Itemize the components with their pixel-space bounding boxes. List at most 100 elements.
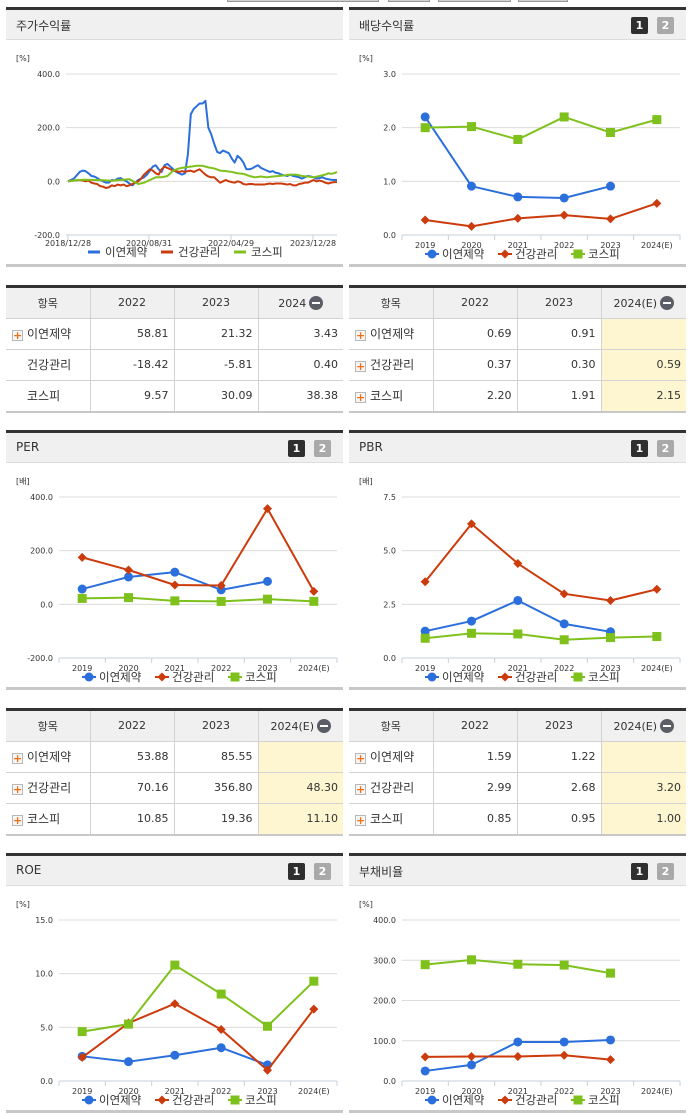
x-tick-label: 2021: [165, 1087, 185, 1096]
table-cell: 21.32: [174, 318, 259, 350]
expand-row-icon[interactable]: +: [355, 391, 366, 405]
legend-label: 코스피: [245, 1093, 277, 1107]
page-1-button[interactable]: 1: [288, 440, 305, 457]
data-point-diamond: [157, 1095, 167, 1105]
roe-chart-panel: ROE 1 2 [%] 15.0 10.0 5.0 0.0 2019 2020 2021 202…: [6, 853, 343, 1113]
tab-fragment[interactable]: [388, 0, 430, 2]
expand-row-icon[interactable]: +: [355, 360, 366, 373]
table-row: + 건강관리 2.99 2.68 3.20: [349, 772, 686, 804]
legend-label: 이연제약: [99, 670, 142, 684]
tab-fragment[interactable]: [227, 0, 379, 2]
x-tick-label: 2023/12/28: [290, 239, 336, 248]
page-2-button[interactable]: 2: [314, 440, 331, 457]
per-table: 항목 2022 2023 2024(E) + 이연제약 53.88 85.55 + 건강관리 70.…: [6, 711, 343, 834]
x-tick-label: 2020: [461, 1087, 481, 1096]
x-tick-label: 2022: [211, 664, 231, 673]
expand-row-icon[interactable]: +: [355, 783, 366, 796]
data-point-square: [467, 628, 476, 638]
data-point-circle: [77, 584, 87, 594]
data-point-diamond: [309, 1004, 319, 1014]
table-cell: [601, 318, 686, 350]
column-header-2022: 2022: [90, 288, 175, 319]
data-point-circle: [427, 1095, 437, 1105]
table-cell: 70.16: [90, 772, 175, 804]
table-cell: -5.81: [174, 349, 259, 381]
data-point-circle: [513, 1037, 523, 1047]
y-tick-label: 400.0: [37, 70, 60, 79]
table-cell: 1.59: [433, 741, 518, 773]
data-point-diamond: [606, 1055, 615, 1065]
panel-title: PBR: [359, 440, 383, 454]
y-unit-label: [%]: [16, 54, 30, 63]
x-tick-label: 2019: [72, 1087, 92, 1096]
y-tick-label: 2.0: [383, 124, 396, 133]
page-2-button[interactable]: 2: [657, 17, 674, 34]
legend-label: 코스피: [588, 1093, 620, 1107]
column-header-item: 항목: [6, 288, 91, 319]
page-1-button[interactable]: 1: [288, 863, 305, 880]
legend-label: 건강관리: [515, 1093, 557, 1107]
expand-row-icon[interactable]: +: [355, 752, 366, 765]
page-2-button[interactable]: 2: [314, 863, 331, 880]
table-cell: -18.42: [90, 349, 175, 381]
tab-fragment[interactable]: [438, 0, 511, 2]
table-cell: 0.69: [433, 318, 518, 350]
y-tick-label: 10.0: [35, 970, 53, 979]
table-cell: 3.43: [258, 318, 343, 350]
expand-row-icon[interactable]: +: [12, 814, 23, 828]
dividend-yield-table-panel: 항목 2022 2023 2024(E) + 이연제약 0.69 0.91 + 건강관리 0.37 0…: [349, 285, 686, 413]
data-point-diamond: [500, 249, 510, 259]
per-table-panel: 항목 2022 2023 2024(E) + 이연제약 53.88 85.55 + 건강관리 70.…: [6, 708, 343, 836]
legend-label: 이연제약: [99, 1093, 142, 1107]
y-tick-label: -200.0: [27, 654, 53, 663]
expand-row-icon[interactable]: +: [12, 329, 23, 342]
collapse-column-icon[interactable]: [317, 718, 332, 733]
expand-row-icon[interactable]: +: [355, 814, 366, 828]
collapse-column-icon[interactable]: [309, 295, 324, 310]
data-point-square: [230, 672, 240, 682]
page-1-button[interactable]: 1: [631, 440, 648, 457]
data-point-square: [559, 112, 569, 122]
data-point-diamond: [559, 210, 569, 220]
x-tick-label: 2024(E): [641, 664, 673, 673]
table-cell: 0.95: [517, 803, 602, 834]
collapse-column-icon[interactable]: [660, 295, 675, 310]
legend-label: 코스피: [245, 670, 277, 684]
expand-row-icon[interactable]: +: [12, 783, 23, 796]
column-header-2022: 2022: [433, 711, 518, 742]
tab-fragment[interactable]: [518, 0, 568, 2]
data-point-diamond: [309, 586, 319, 596]
data-point-square: [216, 596, 226, 606]
expand-row-icon[interactable]: +: [355, 329, 366, 342]
y-tick-label: 0.0: [40, 600, 53, 609]
series-line: [67, 99, 337, 187]
table-row: + 이연제약 58.81 21.32 3.43: [6, 318, 343, 350]
pbr-table: 항목 2022 2023 2024(E) + 이연제약 1.59 1.22 + 건강관리 2.99 2…: [349, 711, 686, 834]
row-label: + 건강관리: [349, 349, 434, 381]
legend-label: 이연제약: [105, 245, 148, 259]
page-1-button[interactable]: 1: [631, 863, 648, 880]
data-point-diamond: [263, 1065, 272, 1075]
data-point-square: [467, 122, 476, 132]
collapse-column-icon[interactable]: [660, 718, 675, 733]
table-cell: 1.91: [517, 380, 602, 411]
table-cell: 0.91: [517, 318, 602, 350]
legend-label: 건강관리: [515, 670, 557, 684]
data-point-square: [263, 1021, 272, 1031]
page-1-button[interactable]: 1: [631, 17, 648, 34]
column-header-2023: 2023: [517, 711, 602, 742]
row-label: + 건강관리: [6, 772, 91, 804]
data-point-diamond: [77, 1052, 87, 1062]
column-header-2023: 2023: [174, 288, 259, 319]
x-tick-label: 2020: [118, 1087, 138, 1096]
x-tick-label: 2022/04/29: [208, 239, 254, 248]
table-cell: 0.59: [601, 349, 686, 381]
table-cell: [601, 741, 686, 773]
x-tick-label: 2020: [118, 664, 138, 673]
page-2-button[interactable]: 2: [657, 863, 674, 880]
expand-row-icon[interactable]: +: [12, 752, 23, 765]
table-cell: 30.09: [174, 380, 259, 411]
data-point-diamond: [500, 1095, 510, 1105]
page-2-button[interactable]: 2: [657, 440, 674, 457]
y-tick-label: 0.0: [383, 654, 396, 663]
